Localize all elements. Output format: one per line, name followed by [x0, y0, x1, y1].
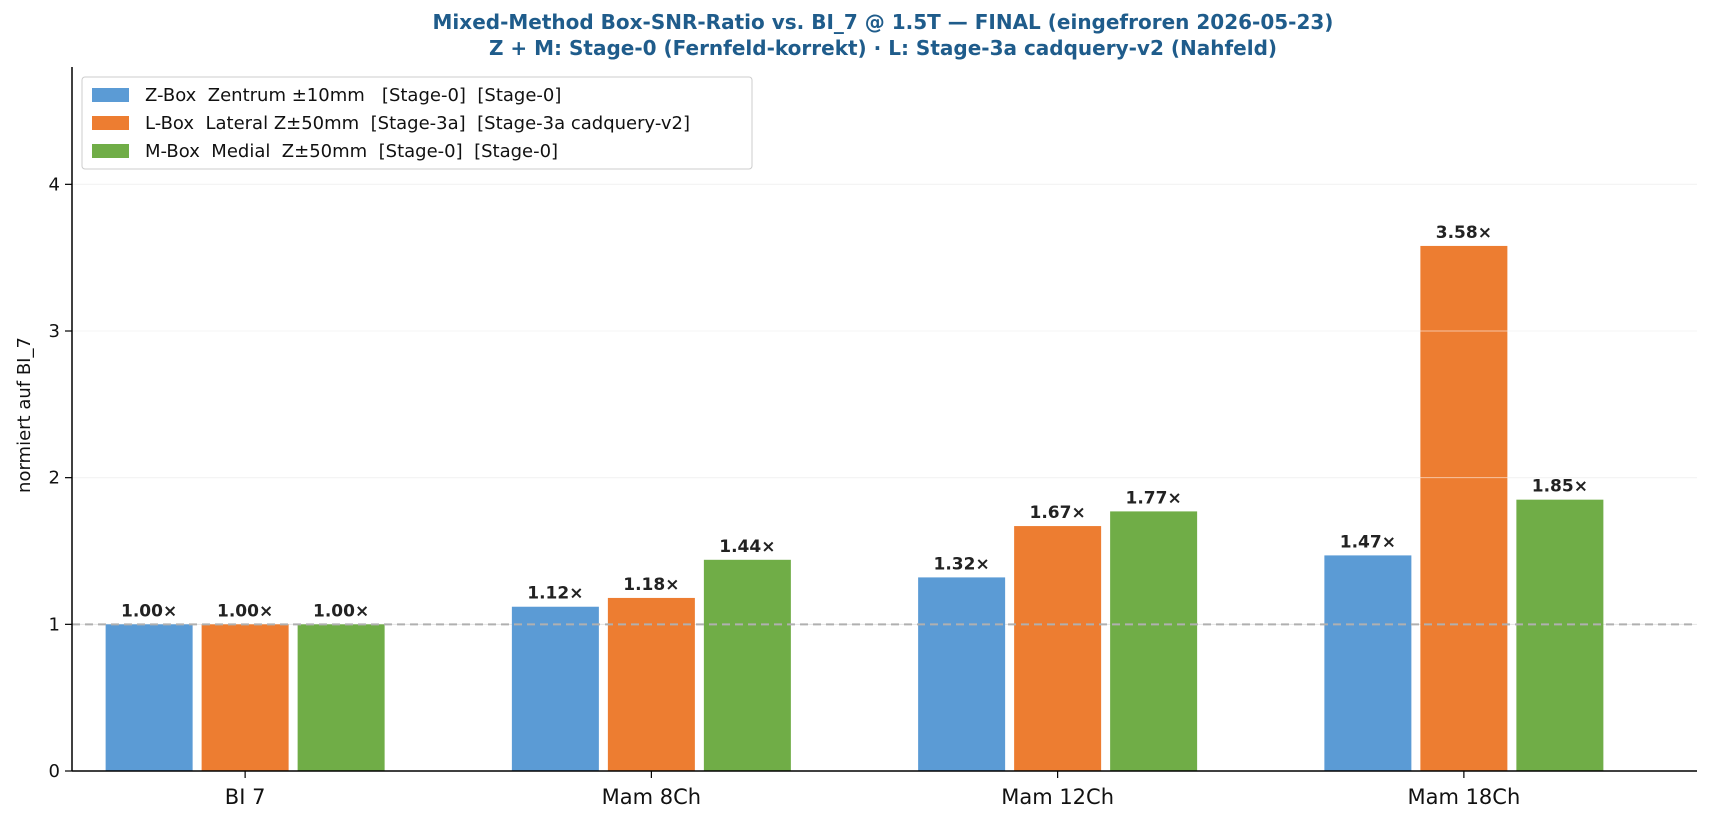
legend-swatch: [92, 144, 129, 158]
x-tick-label: Mam 8Ch: [602, 785, 701, 809]
y-tick-label: 3: [49, 321, 60, 342]
bar: [297, 624, 385, 771]
data-label: 1.12×: [527, 584, 583, 604]
y-tick-label: 2: [49, 468, 60, 489]
legend-label: M-Box Medial Z±50mm [Stage-0] [Stage-0]: [145, 141, 558, 162]
legend-swatch: [92, 88, 129, 102]
legend-label: Z-Box Zentrum ±10mm [Stage-0] [Stage-0]: [145, 85, 561, 106]
y-tick-label: 0: [49, 761, 60, 782]
data-label: 1.67×: [1030, 503, 1086, 523]
bar: [1420, 245, 1508, 771]
bar: [918, 577, 1006, 771]
axes-layer: 0 1 2 3 4 BI 7 Mam 8Ch Mam 12Ch Mam 18Ch: [49, 67, 1697, 809]
bar: [703, 559, 791, 771]
data-label: 1.32×: [934, 554, 990, 574]
data-label: 1.18×: [623, 575, 679, 595]
bar: [511, 606, 599, 771]
data-label: 1.00×: [217, 601, 273, 621]
chart-title: Mixed-Method Box-SNR-Ratio vs. BI_7 @ 1.…: [433, 10, 1334, 34]
x-tick-label: Mam 12Ch: [1001, 785, 1114, 809]
bar: [201, 624, 289, 771]
chart-subtitle: Z + M: Stage-0 (Fernfeld-korrekt) · L: S…: [489, 36, 1277, 60]
bar: [607, 597, 695, 771]
bar: [1324, 555, 1412, 771]
labels-layer: 1.00× 1.12× 1.32× 1.47× 1.00× 1.18× 1.67× 3.58×…: [121, 223, 1588, 621]
legend-swatch: [92, 116, 129, 130]
legend-box: [81, 76, 753, 170]
bars-layer: [72, 183, 1697, 771]
legend-label: L-Box Lateral Z±50mm [Stage-3a] [Stage-3…: [145, 113, 690, 134]
data-label: 1.77×: [1126, 488, 1182, 508]
y-tick-label: 4: [49, 174, 60, 195]
data-label: 1.85×: [1532, 477, 1588, 497]
bar: [1014, 526, 1102, 771]
data-label: 3.58×: [1436, 223, 1492, 243]
data-label: 1.00×: [121, 601, 177, 621]
data-label: 1.00×: [313, 601, 369, 621]
legend: Z-Box Zentrum ±10mm [Stage-0] [Stage-0] L…: [81, 76, 753, 170]
data-label: 1.44×: [719, 537, 775, 557]
bar: [1110, 511, 1198, 771]
bar: [1516, 499, 1604, 771]
x-tick-label: Mam 18Ch: [1407, 785, 1520, 809]
bar: [105, 624, 193, 771]
y-tick-label: 1: [49, 614, 60, 635]
data-label: 1.47×: [1340, 532, 1396, 552]
y-axis-label: normiert auf BI_7: [14, 337, 35, 493]
x-tick-label: BI 7: [225, 785, 266, 809]
